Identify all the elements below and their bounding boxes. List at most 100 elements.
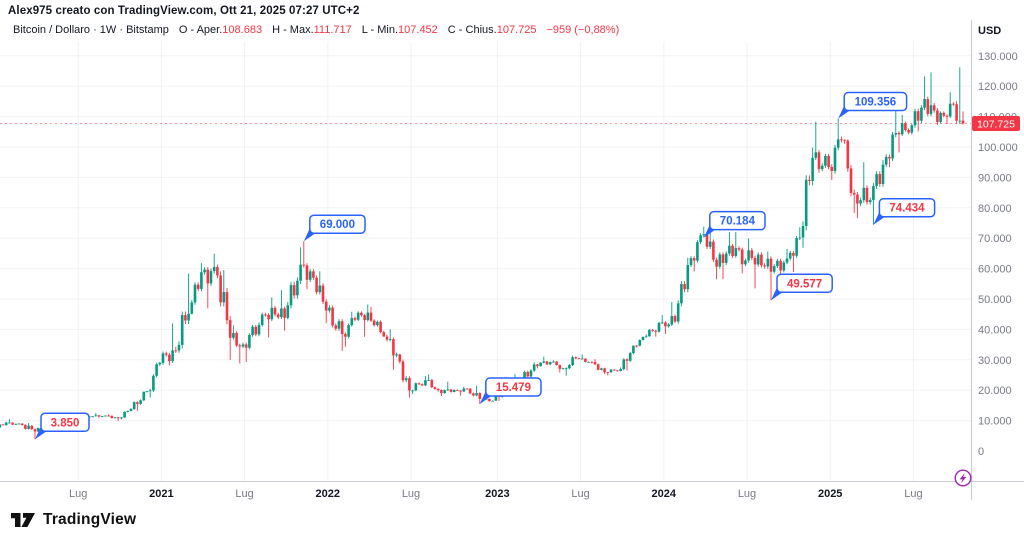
candle-body xyxy=(353,318,357,320)
candle-body xyxy=(420,384,424,386)
candle-body xyxy=(836,139,840,148)
price-callout[interactable]: 49.577 xyxy=(771,273,833,301)
candle-body xyxy=(820,165,824,170)
candle-body xyxy=(542,361,546,363)
candle-body xyxy=(392,339,395,356)
candle-body xyxy=(648,329,651,337)
candle-body xyxy=(907,129,910,133)
time-tick-label[interactable]: Lug xyxy=(904,488,922,500)
candle-body xyxy=(625,359,629,361)
candle-body xyxy=(872,186,875,201)
candle-body xyxy=(468,388,472,394)
candle-body xyxy=(619,369,622,371)
tradingview-logo[interactable]: TradingView xyxy=(10,510,136,530)
candle-body xyxy=(683,284,686,290)
candle-body xyxy=(712,241,715,260)
time-tick-label[interactable]: 2024 xyxy=(652,488,677,500)
symbol-legend[interactable]: Bitcoin / Dollaro · 1W · Bitstamp O - Ape… xyxy=(13,24,619,36)
legend-low-value: 107.452 xyxy=(398,24,438,36)
time-tick-label[interactable]: 2025 xyxy=(818,488,842,500)
realtime-lightning-icon[interactable] xyxy=(954,469,972,487)
candle-body xyxy=(110,415,114,419)
legend-open: O - Aper.108.683 xyxy=(179,24,262,36)
price-tick-label: 90.000 xyxy=(978,172,1012,184)
time-tick-label[interactable]: Lug xyxy=(571,488,589,500)
candle-body xyxy=(670,316,674,325)
candle-body xyxy=(788,252,792,259)
candle-body xyxy=(715,259,718,267)
currency-label: USD xyxy=(978,25,1001,37)
candle-body xyxy=(478,393,482,399)
candle-body xyxy=(699,235,702,243)
candle-body xyxy=(545,361,549,365)
price-tick-label: 40.000 xyxy=(978,324,1012,336)
candle-body xyxy=(568,365,571,369)
candle-body xyxy=(776,260,779,267)
tradingview-logo-mark-icon xyxy=(11,513,35,527)
candle-body xyxy=(123,411,126,418)
time-tick-label[interactable]: 2022 xyxy=(316,488,340,500)
candle-body xyxy=(251,326,254,336)
candle-body xyxy=(132,402,136,410)
price-callout[interactable]: 69.000 xyxy=(303,214,366,242)
candle-body xyxy=(942,112,946,116)
candle-body xyxy=(366,312,370,321)
time-tick-label[interactable]: Lug xyxy=(402,488,420,500)
candle-body xyxy=(734,248,738,257)
symbol-title[interactable]: Bitcoin / Dollaro · 1W · Bitstamp xyxy=(13,24,169,36)
candle-body xyxy=(929,105,933,114)
price-callout-label: 70.184 xyxy=(720,216,756,228)
last-price-badge[interactable] xyxy=(972,116,1020,132)
candle-body xyxy=(337,321,341,329)
time-tick-label[interactable]: Lug xyxy=(235,488,253,500)
candle-body xyxy=(894,133,898,135)
time-tick-label[interactable]: Lug xyxy=(738,488,756,500)
candle-body xyxy=(184,315,187,321)
candle-body xyxy=(222,292,226,303)
price-callout[interactable]: 3.850 xyxy=(35,412,90,440)
last-price-badge-text: 107.725 xyxy=(977,119,1015,131)
candle-body xyxy=(356,312,360,320)
candle-body xyxy=(232,332,235,338)
candle-body xyxy=(296,280,299,296)
time-tick-label[interactable]: 2023 xyxy=(485,488,509,500)
candle-body xyxy=(475,393,478,396)
legend-close: C - Chius.107.725 xyxy=(448,24,537,36)
candle-body xyxy=(747,250,750,261)
candle-body xyxy=(664,322,667,327)
candle-body xyxy=(574,357,578,359)
candle-body xyxy=(1,424,5,426)
candle-body xyxy=(849,168,853,193)
candle-body xyxy=(926,99,930,114)
candle-body xyxy=(225,292,229,321)
candle-body xyxy=(155,364,158,376)
candle-body xyxy=(216,266,219,276)
price-callout[interactable]: 109.356 xyxy=(838,91,908,119)
price-callout[interactable]: 70.184 xyxy=(703,210,766,238)
candle-body xyxy=(376,321,379,326)
legend-low: L - Min.107.452 xyxy=(362,24,438,36)
candle-body xyxy=(241,344,245,347)
candle-body xyxy=(878,174,882,185)
price-callout-label: 15.479 xyxy=(496,382,531,394)
candle-body xyxy=(785,258,789,263)
time-tick-label[interactable]: 2021 xyxy=(149,488,173,500)
price-tick-label: 100.000 xyxy=(978,142,1018,154)
candle-body xyxy=(651,329,654,331)
candle-body xyxy=(814,152,818,158)
candle-body xyxy=(100,416,104,418)
candle-body xyxy=(811,157,814,181)
time-tick-label[interactable]: Lug xyxy=(69,488,87,500)
candle-body xyxy=(257,324,261,335)
price-callout[interactable]: 15.479 xyxy=(479,377,542,404)
price-callout[interactable]: 74.434 xyxy=(873,197,936,225)
candle-body xyxy=(27,425,30,429)
candle-body xyxy=(609,369,613,373)
candle-body xyxy=(792,252,795,256)
candle-body xyxy=(449,389,453,392)
candle-body xyxy=(865,187,869,203)
candle-body xyxy=(571,357,574,366)
candle-body xyxy=(897,133,901,135)
price-tick-label: 80.000 xyxy=(978,203,1012,215)
